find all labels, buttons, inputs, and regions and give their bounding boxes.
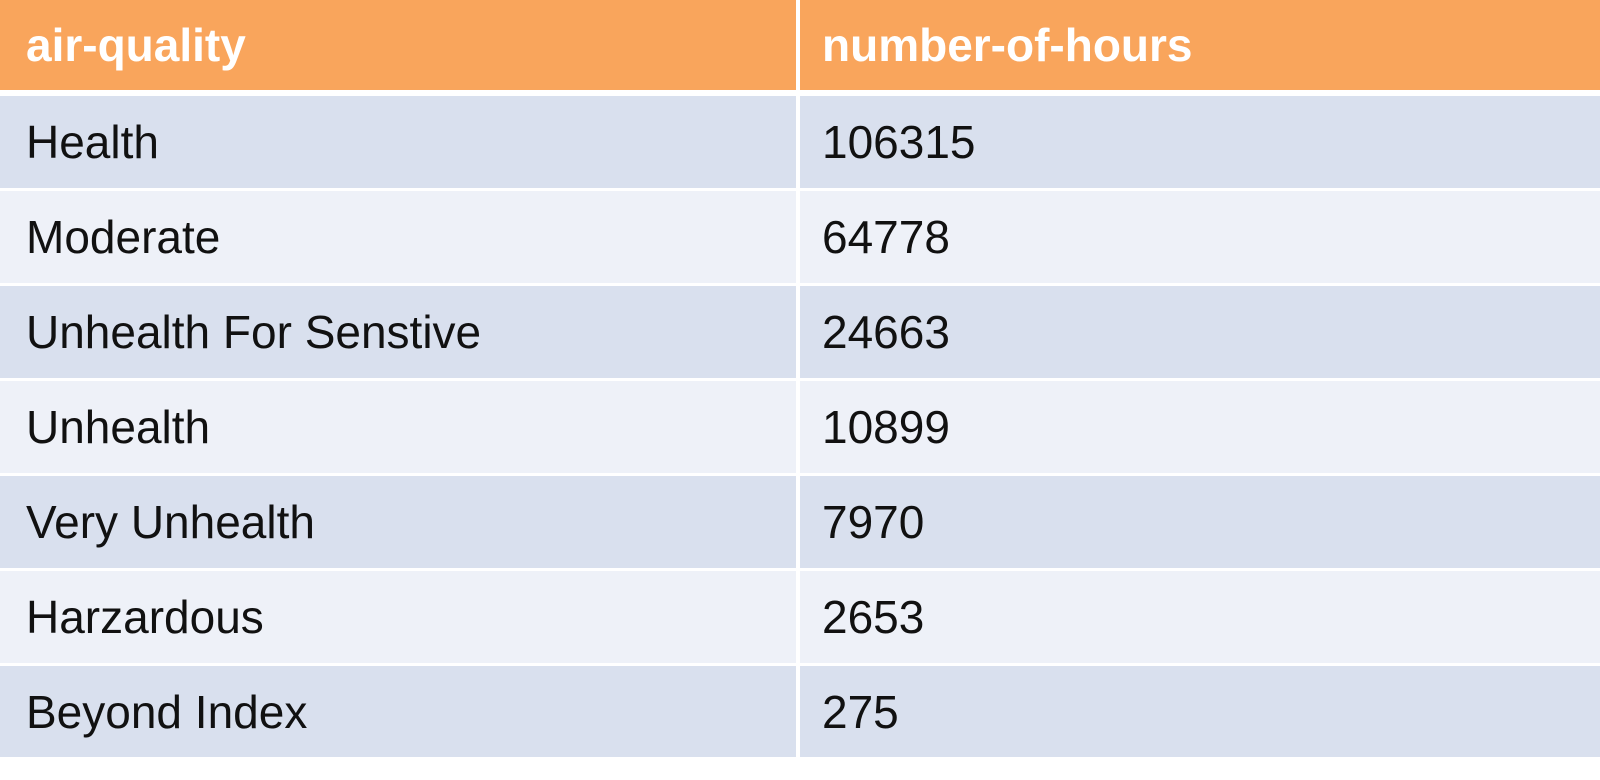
table-row: Health 106315 [0,96,1600,191]
number-of-hours-cell: 64778 [800,191,1600,286]
table-row: Beyond Index 275 [0,666,1600,757]
number-of-hours-cell: 24663 [800,286,1600,381]
number-of-hours-cell: 2653 [800,571,1600,666]
air-quality-cell: Beyond Index [0,666,800,757]
number-of-hours-cell: 10899 [800,381,1600,476]
table-row: Harzardous 2653 [0,571,1600,666]
air-quality-cell: Harzardous [0,571,800,666]
number-of-hours-cell: 106315 [800,96,1600,191]
air-quality-cell: Health [0,96,800,191]
number-of-hours-cell: 275 [800,666,1600,757]
table-row: Unhealth For Senstive 24663 [0,286,1600,381]
table-row: Unhealth 10899 [0,381,1600,476]
air-quality-cell: Unhealth For Senstive [0,286,800,381]
column-header-number-of-hours: number-of-hours [800,0,1600,96]
table-body: Health 106315 Moderate 64778 Unhealth Fo… [0,96,1600,757]
table-row: Moderate 64778 [0,191,1600,286]
table-row: Very Unhealth 7970 [0,476,1600,571]
number-of-hours-cell: 7970 [800,476,1600,571]
table-header: air-quality number-of-hours [0,0,1600,96]
air-quality-cell: Moderate [0,191,800,286]
air-quality-table: air-quality number-of-hours Health 10631… [0,0,1600,757]
air-quality-cell: Unhealth [0,381,800,476]
air-quality-cell: Very Unhealth [0,476,800,571]
header-row: air-quality number-of-hours [0,0,1600,96]
column-header-air-quality: air-quality [0,0,800,96]
